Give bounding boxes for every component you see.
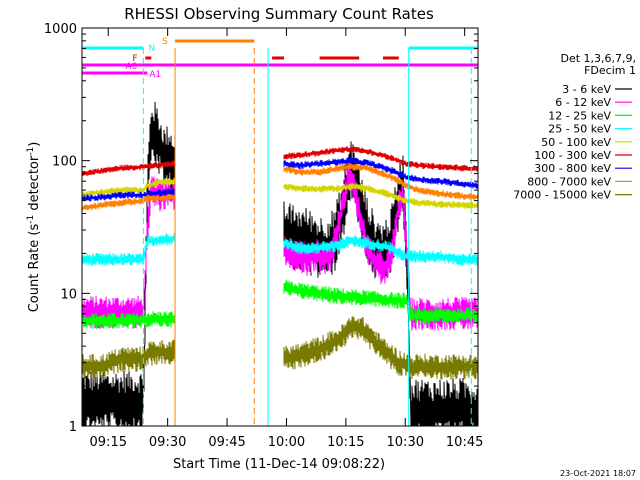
- x-tick-label: 10:15: [327, 435, 364, 450]
- flag-bars: NS FA0 A1: [82, 37, 478, 80]
- plot-frame: [81, 27, 479, 427]
- series-trace: [81, 233, 176, 266]
- chart-title: RHESSI Observing Summary Count Rates: [124, 5, 434, 23]
- data-series: [81, 101, 479, 427]
- flag-label-n: N: [148, 44, 155, 54]
- series-trace: [283, 182, 479, 209]
- x-axis: 09:15 09:30 09:45 10:00 10:15 10:30 10:45: [90, 28, 483, 450]
- legend-label: 25 - 50 keV: [548, 123, 611, 136]
- legend-label: 7000 - 15000 keV: [513, 189, 611, 202]
- series-trace: [81, 339, 176, 379]
- flag-label-a0: A0: [125, 62, 137, 72]
- y-tick-label: 100: [52, 155, 77, 170]
- series-trace: [81, 160, 176, 177]
- x-tick-label: 09:30: [149, 435, 186, 450]
- legend-label: 6 - 12 keV: [555, 96, 611, 109]
- legend-label: 100 - 300 keV: [534, 149, 611, 162]
- y-tick-label: 1: [69, 420, 77, 435]
- legend-header: FDecim 1: [584, 64, 636, 77]
- series-trace: [81, 176, 176, 329]
- series-trace: [81, 311, 176, 330]
- flag-label-s: S: [162, 37, 168, 47]
- legend-label: 3 - 6 keV: [562, 83, 611, 96]
- series-trace: [283, 163, 479, 201]
- y-axis: 1 10 100 1000: [44, 22, 478, 435]
- series-trace: [283, 316, 479, 380]
- series-trace: [81, 101, 176, 427]
- y-tick-label: 10: [60, 287, 77, 302]
- x-tick-label: 10:45: [446, 435, 483, 450]
- y-tick-label: 1000: [44, 22, 77, 37]
- flag-label-a1: A1: [149, 70, 161, 80]
- series-trace: [81, 177, 176, 198]
- x-tick-label: 10:30: [387, 435, 424, 450]
- series-trace: [81, 188, 176, 202]
- flag-label-f: F: [132, 54, 137, 64]
- y-axis-title: Count Rate (s-1 detector-1): [26, 142, 42, 313]
- footer-timestamp: 23-Oct-2021 18:07: [560, 469, 636, 478]
- legend-label: 12 - 25 keV: [548, 109, 611, 122]
- legend-label: 300 - 800 keV: [534, 162, 611, 175]
- x-tick-label: 09:45: [208, 435, 245, 450]
- series-trace: [283, 234, 479, 266]
- time-markers: [142, 48, 472, 426]
- legend-header: Det 1,3,6,7,9,: [560, 52, 636, 65]
- x-tick-label: 09:15: [90, 435, 127, 450]
- series-trace: [283, 157, 479, 189]
- series-trace: [283, 280, 479, 324]
- legend-label: 50 - 100 keV: [541, 136, 611, 149]
- x-axis-title: Start Time (11-Dec-14 09:08:22): [173, 457, 385, 472]
- series-trace: [81, 193, 176, 211]
- x-tick-label: 10:00: [268, 435, 305, 450]
- series-trace: [283, 146, 479, 172]
- legend-label: 800 - 7000 keV: [527, 175, 611, 188]
